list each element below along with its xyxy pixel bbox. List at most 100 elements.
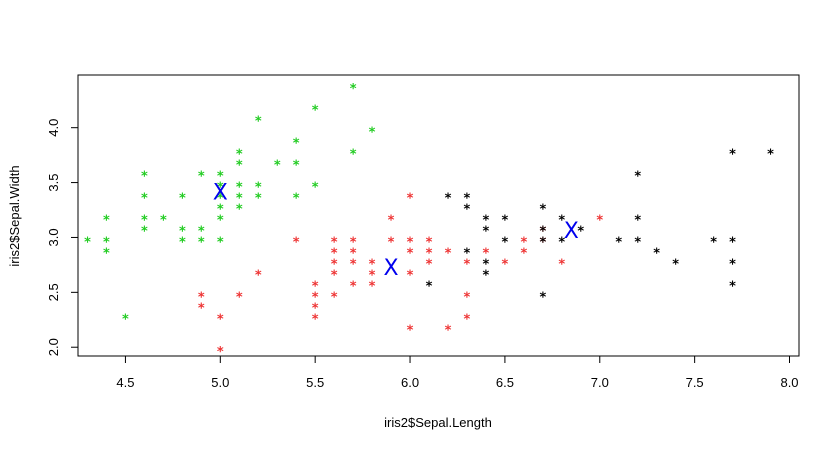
data-point: * [236,159,243,174]
data-point: * [236,203,243,218]
data-point: * [407,246,414,261]
data-point: * [426,235,433,250]
x-tick-label: 6.5 [496,375,514,390]
data-point: * [445,246,452,261]
data-point: * [767,148,774,163]
data-point: * [502,214,509,229]
x-tick-label: 8.0 [780,375,798,390]
data-point: * [198,224,205,239]
data-point: * [710,235,717,250]
data-point: * [331,257,338,272]
data-point: * [217,203,224,218]
x-axis: 4.5 5.0 5.5 6.0 6.5 7.0 7.5 8.0 [116,355,799,390]
data-point: * [520,246,527,261]
y-tick-label: 4.0 [46,119,61,137]
data-point: * [407,323,414,338]
data-point: * [331,268,338,283]
data-point: * [141,170,148,185]
x-axis-title: iris2$Sepal.Length [384,415,492,430]
data-point: * [236,148,243,163]
x-tick-label: 5.0 [211,375,229,390]
data-point: * [464,203,471,218]
data-point: * [160,214,167,229]
data-point: * [445,192,452,207]
data-point: * [217,170,224,185]
data-point: * [426,257,433,272]
data-point: * [103,246,110,261]
data-point: * [217,235,224,250]
data-point: * [729,279,736,294]
data-point: * [103,214,110,229]
data-point: * [312,279,319,294]
data-point: * [217,192,224,207]
data-point: * [483,246,490,261]
data-point: * [274,159,281,174]
data-point: * [577,224,584,239]
data-point: * [293,192,300,207]
data-point: * [179,192,186,207]
data-point: * [634,214,641,229]
data-point: * [729,257,736,272]
data-point: * [255,192,262,207]
data-point: * [426,246,433,261]
data-point: * [729,148,736,163]
cluster-center-marker: X [384,256,399,281]
data-point: * [350,279,357,294]
data-point: * [312,181,319,196]
data-point: * [464,312,471,327]
data-point: * [539,235,546,250]
data-point: * [350,235,357,250]
data-point: * [198,301,205,316]
data-point: * [539,290,546,305]
data-points: ****************************************… [84,82,774,360]
data-point: * [293,137,300,152]
data-point: * [520,235,527,250]
data-point: * [217,214,224,229]
data-point: * [729,235,736,250]
data-point: * [369,279,376,294]
data-point: * [502,257,509,272]
data-point: * [103,235,110,250]
data-point: * [407,268,414,283]
data-point: * [293,159,300,174]
data-point: * [350,148,357,163]
data-point: * [539,224,546,239]
data-point: * [445,323,452,338]
data-point: * [236,181,243,196]
data-point: * [464,290,471,305]
data-point: * [236,192,243,207]
y-tick-label: 2.0 [46,338,61,356]
data-point: * [426,279,433,294]
data-point: * [198,170,205,185]
y-tick-label: 2.5 [46,283,61,301]
data-point: * [483,268,490,283]
data-point: * [369,126,376,141]
data-point: * [502,235,509,250]
data-point: * [331,235,338,250]
data-point: * [179,235,186,250]
data-point: * [179,224,186,239]
x-tick-label: 5.5 [306,375,324,390]
data-point: * [350,257,357,272]
data-point: * [141,214,148,229]
data-point: * [558,214,565,229]
data-point: * [84,235,91,250]
data-point: * [217,312,224,327]
data-point: * [483,224,490,239]
data-point: * [634,235,641,250]
data-point: * [539,224,546,239]
data-point: * [122,312,129,327]
data-point: * [217,181,224,196]
data-point: * [198,290,205,305]
data-point: * [198,235,205,250]
y-tick-label: 3.0 [46,228,61,246]
cluster-center-marker: X [213,180,228,205]
data-point: * [615,235,622,250]
data-point: * [483,214,490,229]
data-point: * [331,290,338,305]
data-point: * [388,235,395,250]
data-point: * [653,246,660,261]
data-point: * [672,257,679,272]
cluster-center-marker: X [564,219,579,244]
data-point: * [312,104,319,119]
